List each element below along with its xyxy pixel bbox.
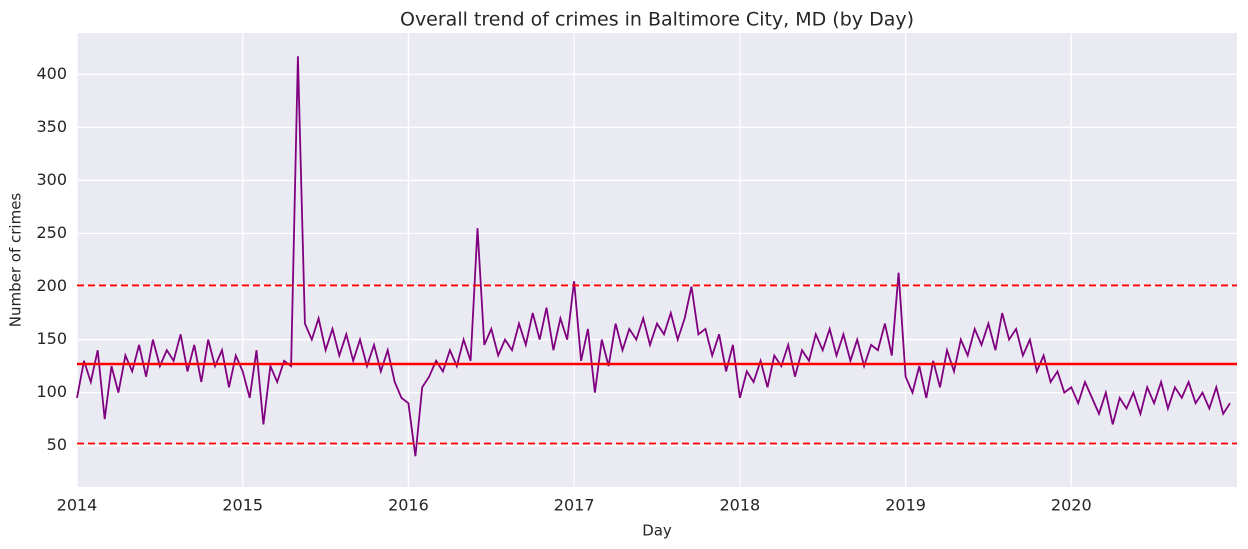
y-tick-label: 100 (36, 382, 67, 401)
chart-title: Overall trend of crimes in Baltimore Cit… (400, 9, 914, 31)
x-tick-label: 2017 (554, 496, 595, 515)
x-tick-label: 2019 (885, 496, 926, 515)
y-tick-label: 350 (36, 117, 67, 136)
x-tick-label: 2020 (1051, 496, 1092, 515)
x-tick-label: 2016 (388, 496, 429, 515)
y-tick-label: 150 (36, 329, 67, 348)
y-tick-label: 250 (36, 223, 67, 242)
data-line (76, 56, 1231, 457)
x-tick-label: 2018 (719, 496, 760, 515)
x-axis-label: Day (642, 522, 672, 540)
plot-area (77, 33, 1237, 487)
x-tick-label: 2014 (57, 496, 98, 515)
y-axis-label: Number of crimes (7, 193, 25, 328)
y-tick-label: 200 (36, 276, 67, 295)
x-tick-label: 2015 (222, 496, 263, 515)
y-tick-label: 50 (47, 435, 67, 454)
y-tick-label: 300 (36, 170, 67, 189)
y-tick-label: 400 (36, 64, 67, 83)
